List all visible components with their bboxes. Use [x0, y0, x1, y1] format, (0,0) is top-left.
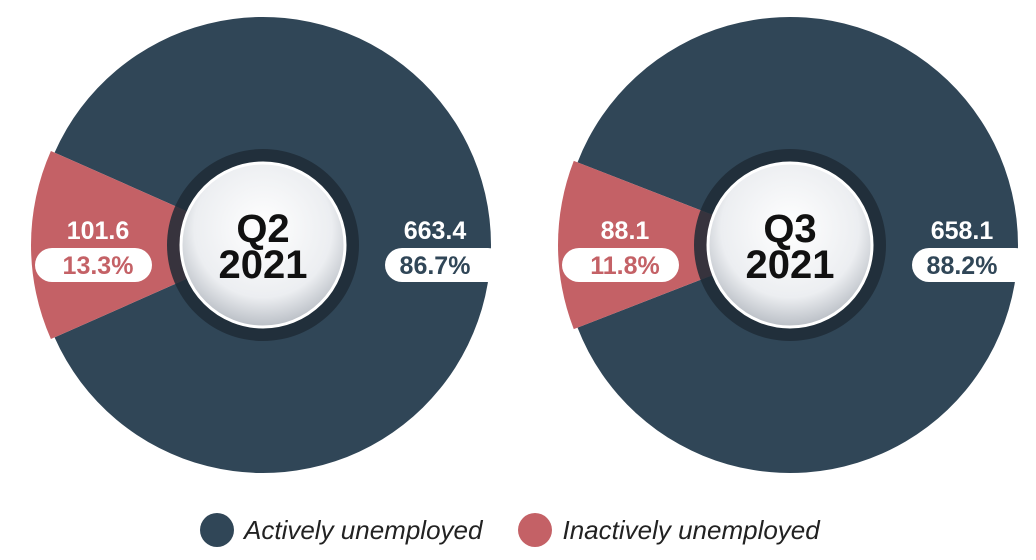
- hub-circle: [706, 161, 874, 329]
- legend: Actively unemployed Inactively unemploye…: [200, 508, 820, 552]
- data-label-inactive-value: 101.6: [67, 217, 130, 245]
- data-label-active-percent: 88.2%: [927, 252, 998, 280]
- legend-item-inactive: Inactively unemployed: [518, 513, 820, 547]
- pill-inactive: [35, 248, 152, 282]
- center-label-year: 2021: [219, 243, 308, 287]
- legend-item-active: Actively unemployed: [200, 513, 482, 547]
- legend-swatch-active: [200, 513, 234, 547]
- data-label-active-value: 663.4: [404, 217, 467, 245]
- legend-label-active: Actively unemployed: [244, 514, 483, 545]
- pill-active: [912, 248, 1032, 282]
- legend-label-inactive: Inactively unemployed: [562, 514, 820, 545]
- center-label-quarter: Q2: [236, 207, 289, 251]
- data-label-inactive-percent: 13.3%: [63, 252, 134, 280]
- data-label-active-value: 658.1: [931, 217, 994, 245]
- pill-inactive: [562, 248, 679, 282]
- data-label-active-percent: 86.7%: [400, 252, 471, 280]
- center-label-year: 2021: [746, 243, 835, 287]
- slice-inactively-unemployed: [558, 160, 790, 330]
- hub-circle: [179, 161, 347, 329]
- data-label-inactive-value: 88.1: [601, 217, 650, 245]
- slice-inactively-unemployed: [31, 150, 264, 340]
- legend-swatch-inactive: [518, 513, 553, 547]
- center-label-quarter: Q3: [763, 207, 816, 251]
- pill-active: [385, 248, 505, 282]
- data-label-inactive-percent: 11.8%: [590, 252, 660, 280]
